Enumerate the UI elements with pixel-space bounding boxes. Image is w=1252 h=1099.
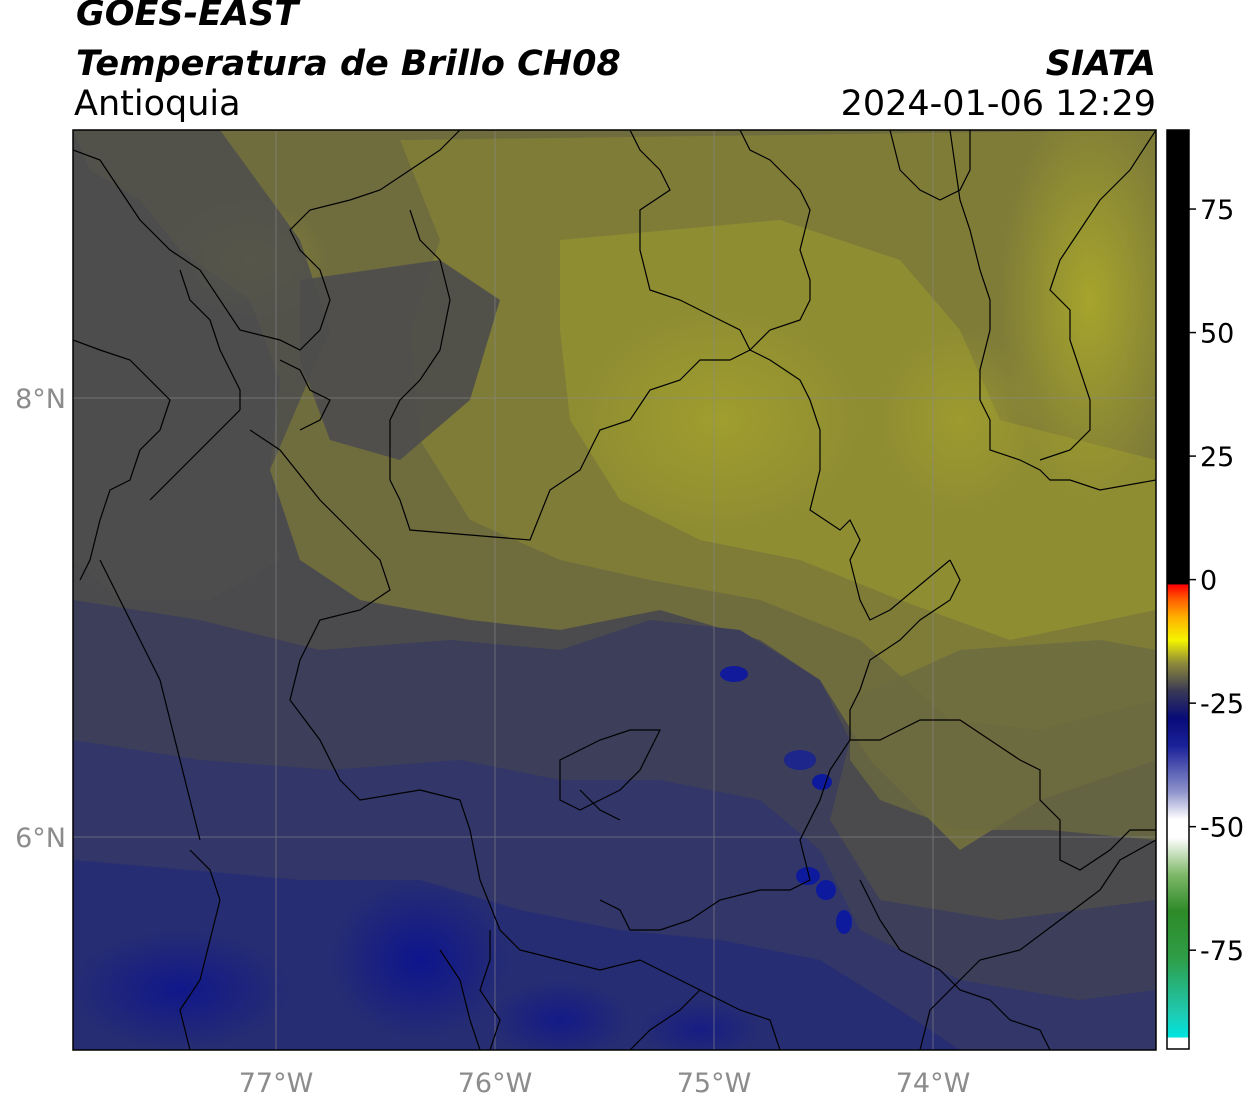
colorbar-tick-label: 75	[1200, 195, 1234, 226]
map-frame	[72, 129, 1157, 1051]
brand-label: SIATA	[1045, 44, 1156, 84]
boundaries	[73, 130, 1156, 1050]
region-subtitle: Antioquia	[74, 84, 241, 124]
lon-tick-75w: 75°W	[677, 1068, 752, 1099]
satellite-title: GOES-EAST	[76, 0, 299, 34]
datetime-label: 2024-01-06 12:29	[840, 84, 1156, 124]
colorbar-tick-label: 50	[1200, 319, 1234, 350]
temperature-field	[73, 130, 1156, 1050]
colorbar-tick-label: 0	[1200, 566, 1217, 597]
colorbar-tick-label: -75	[1200, 936, 1244, 967]
colorbar-tick-label: -25	[1200, 689, 1244, 720]
colorbar-ticks: 75 50 25 0 -25 -50 -75	[1189, 195, 1244, 967]
lat-tick-6n: 6°N	[15, 823, 66, 854]
lon-tick-77w: 77°W	[239, 1068, 314, 1099]
lat-tick-8n: 8°N	[15, 384, 66, 415]
graticule	[73, 130, 1156, 1050]
lon-tick-labels: 77°W 76°W 75°W 74°W	[239, 1068, 971, 1099]
colorbar-tick-label: -50	[1200, 813, 1244, 844]
lon-tick-74w: 74°W	[896, 1068, 971, 1099]
colorbar-tick-label: 25	[1200, 442, 1234, 473]
colorbar: 75 50 25 0 -25 -50 -75	[1166, 129, 1244, 1050]
lat-tick-labels: 8°N 6°N	[15, 384, 66, 854]
product-title: Temperatura de Brillo CH08	[76, 44, 621, 84]
lon-tick-76w: 76°W	[458, 1068, 533, 1099]
colorbar-scale	[1166, 129, 1190, 1050]
